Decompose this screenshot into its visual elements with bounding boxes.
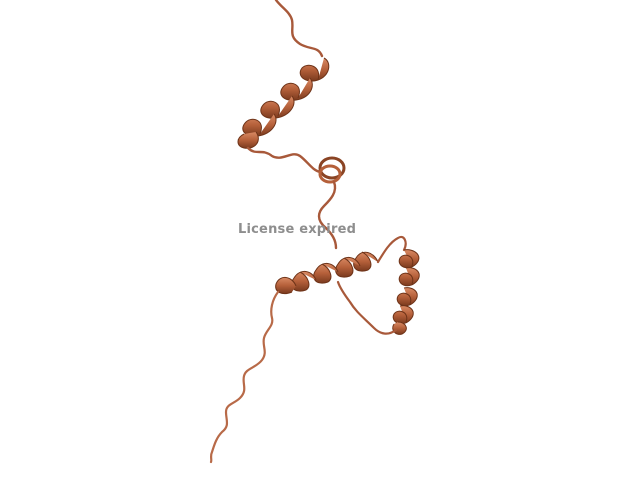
alpha-helix-2 [275, 251, 379, 295]
coil-segment-middle [317, 180, 338, 250]
coil-segment-middle-upper [246, 146, 322, 174]
coil-segment-tail-bottom [209, 290, 280, 464]
coil-segment-loop-right [376, 235, 407, 264]
coil-segment-loop-bottom [336, 280, 398, 335]
helix-turn-small [318, 156, 346, 184]
coil-segment-top [274, 0, 324, 58]
alpha-helix-3 [392, 249, 420, 335]
license-expired-watermark: License expired [238, 222, 357, 237]
alpha-helix-1 [237, 57, 330, 149]
